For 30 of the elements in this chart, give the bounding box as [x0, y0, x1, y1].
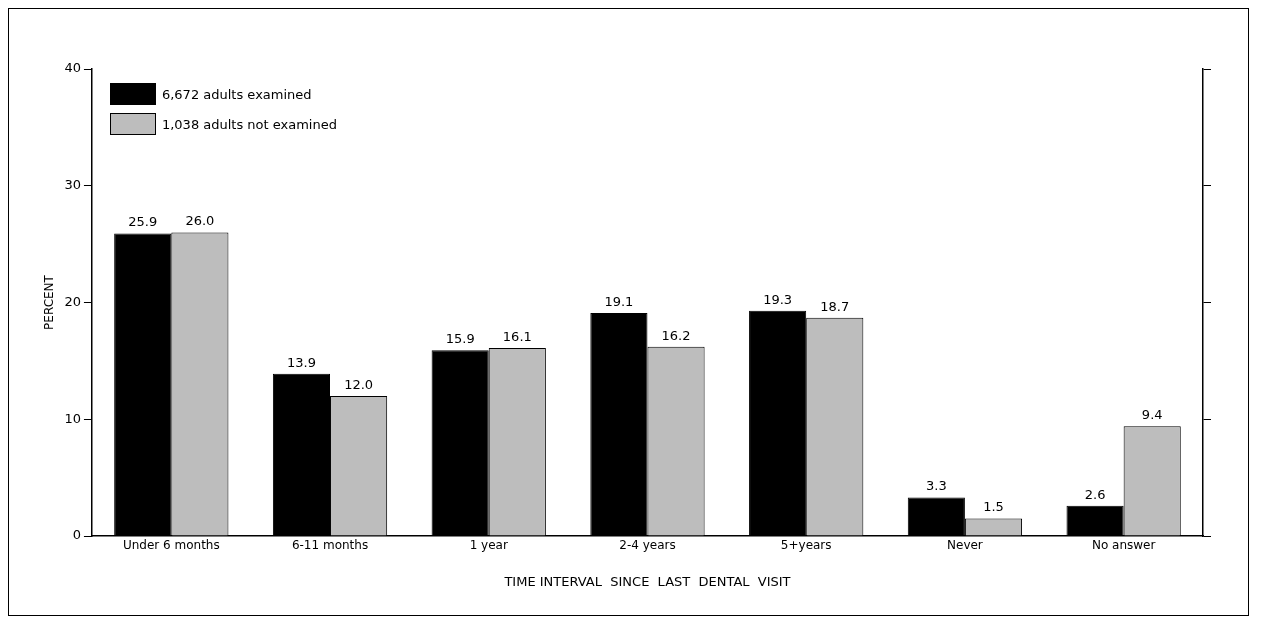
legend-label: 6,672 adults examined: [161, 86, 312, 102]
y-tick-label: 20: [64, 293, 81, 309]
x-tick-label: Under 6 months: [122, 538, 220, 553]
legend-label: 1,038 adults not examined: [161, 116, 337, 132]
data-label: 13.9: [286, 354, 316, 370]
data-label: 18.7: [820, 298, 850, 314]
y-tick-label: 0: [72, 527, 81, 543]
x-tick-label: 2-4 years: [619, 538, 676, 553]
data-label: 16.2: [661, 327, 691, 343]
data-label: 16.1: [502, 328, 532, 344]
y-axis-title: PERCENT: [42, 274, 57, 330]
data-label: 19.1: [604, 293, 634, 309]
data-label: 2.6: [1084, 486, 1106, 502]
x-tick-label: No answer: [1091, 538, 1156, 553]
data-label: 9.4: [1141, 407, 1163, 423]
y-tick-label: 30: [64, 177, 81, 193]
y-tick-label: 40: [64, 60, 81, 76]
x-tick-label: 5+years: [780, 538, 832, 553]
x-tick-label: Never: [947, 538, 983, 553]
data-label: 3.3: [926, 478, 947, 494]
data-label: 12.0: [344, 376, 374, 392]
data-label: 26.0: [185, 213, 215, 229]
data-label: 25.9: [128, 214, 158, 230]
data-label: 1.5: [983, 499, 1004, 515]
x-tick-label: 6-11 months: [291, 538, 369, 553]
y-tick-label: 10: [64, 410, 81, 426]
data-label: 15.9: [445, 331, 475, 347]
x-axis-title: TIME INTERVAL SINCE LAST DENTAL VISIT: [503, 573, 791, 589]
data-label: 19.3: [763, 291, 793, 307]
x-tick-label: 1 year: [469, 538, 508, 553]
